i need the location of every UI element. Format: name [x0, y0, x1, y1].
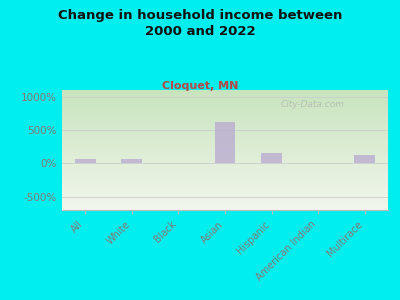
- Bar: [214, 122, 236, 163]
- Text: City-Data.com: City-Data.com: [280, 100, 344, 109]
- Text: Cloquet, MN: Cloquet, MN: [162, 81, 238, 91]
- Text: Change in household income between
2000 and 2022: Change in household income between 2000 …: [58, 9, 342, 38]
- Bar: [121, 159, 142, 163]
- Bar: [261, 153, 282, 163]
- Bar: [354, 155, 375, 163]
- Bar: [75, 159, 96, 163]
